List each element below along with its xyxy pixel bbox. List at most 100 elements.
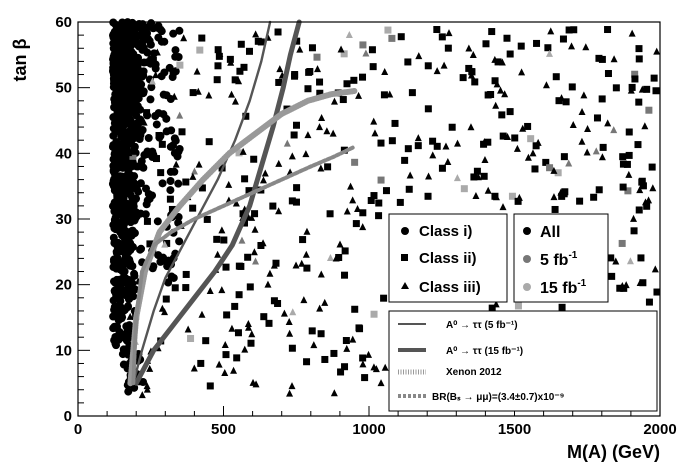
data-point-triangle <box>228 90 236 98</box>
data-point-circle <box>148 264 157 273</box>
legend-curve-xenon-label: Xenon 2012 <box>446 367 502 378</box>
data-point-circle <box>151 111 160 120</box>
data-point-circle <box>112 161 121 170</box>
data-point-square <box>306 68 314 76</box>
legend-class-square-marker <box>401 254 408 261</box>
data-point-square <box>473 167 481 175</box>
data-point-square <box>340 50 348 58</box>
data-point-square <box>342 337 350 345</box>
data-point-triangle <box>568 42 576 50</box>
data-point-triangle <box>343 344 351 352</box>
data-point-circle <box>119 306 128 315</box>
data-point-square <box>401 156 409 164</box>
x-tick-label: 1000 <box>352 421 385 438</box>
data-point-triangle <box>349 196 357 204</box>
data-point-square <box>304 85 312 93</box>
data-point-triangle <box>649 184 657 192</box>
data-point-triangle <box>498 58 506 66</box>
legend-5fb-sup: -1 <box>568 250 577 261</box>
data-point-square <box>506 50 514 58</box>
data-point-triangle <box>492 101 500 109</box>
data-point-triangle <box>300 296 308 304</box>
data-point-triangle <box>627 86 635 94</box>
data-point-circle <box>144 134 153 143</box>
data-point-triangle <box>582 43 590 51</box>
data-point-circle <box>141 184 150 193</box>
data-point-square <box>558 192 566 200</box>
legend-class-triangle-marker <box>401 282 409 289</box>
data-point-triangle <box>250 248 258 256</box>
data-point-triangle <box>550 166 558 174</box>
data-point-triangle <box>481 155 489 163</box>
data-point-square <box>404 58 412 66</box>
data-point-square <box>236 67 244 75</box>
data-point-triangle <box>128 138 136 146</box>
data-point-square <box>129 152 137 160</box>
data-point-triangle <box>190 167 198 175</box>
data-point-circle <box>112 247 121 256</box>
data-point-triangle <box>238 236 246 244</box>
data-point-square <box>593 114 601 122</box>
data-point-circle <box>158 179 167 188</box>
data-point-square <box>326 210 334 218</box>
data-point-triangle <box>129 285 137 293</box>
data-point-triangle <box>190 364 198 372</box>
data-point-circle <box>118 350 127 359</box>
data-point-square <box>484 138 492 146</box>
data-point-triangle <box>285 318 293 326</box>
data-point-square <box>198 34 206 42</box>
data-point-square <box>189 204 197 212</box>
data-point-triangle <box>580 91 588 99</box>
data-point-square <box>380 91 388 99</box>
data-point-triangle <box>433 67 441 75</box>
data-point-square <box>350 76 358 84</box>
data-point-square <box>560 153 568 161</box>
data-point-square <box>576 197 584 205</box>
data-point-triangle <box>370 117 378 125</box>
data-point-square <box>206 382 214 390</box>
data-point-square <box>551 205 559 213</box>
data-point-circle <box>115 146 124 155</box>
data-point-square <box>241 175 249 183</box>
data-point-square <box>222 351 230 359</box>
data-point-triangle <box>625 170 633 178</box>
data-point-triangle <box>337 45 345 53</box>
data-point-circle <box>160 68 169 77</box>
data-point-square <box>317 330 325 338</box>
data-point-square <box>544 44 552 52</box>
data-point-circle <box>141 210 150 219</box>
data-point-triangle <box>636 186 644 194</box>
data-point-triangle <box>583 148 591 156</box>
data-point-triangle <box>491 55 499 63</box>
data-point-square <box>494 58 502 66</box>
data-point-triangle <box>377 379 385 387</box>
data-point-square <box>235 291 243 299</box>
data-point-square <box>517 42 525 50</box>
data-point-circle <box>132 95 141 104</box>
data-point-square <box>330 349 338 357</box>
data-point-triangle <box>429 151 437 159</box>
data-point-circle <box>135 134 144 143</box>
data-point-square <box>235 262 243 270</box>
data-point-square <box>391 119 399 127</box>
data-point-triangle <box>326 253 334 261</box>
data-point-square <box>397 33 405 41</box>
data-point-square <box>384 26 392 34</box>
y-tick-label: 50 <box>55 80 72 97</box>
data-point-square <box>337 368 345 376</box>
data-point-square <box>604 26 612 34</box>
data-point-square <box>650 74 658 82</box>
data-point-circle <box>152 120 161 129</box>
data-point-triangle <box>492 300 500 308</box>
axis-ticks: 0 500 1000 1500 2000 0 10 20 30 40 50 60 <box>55 14 676 438</box>
data-point-triangle <box>359 223 367 231</box>
data-point-square <box>491 192 499 200</box>
data-point-square <box>424 192 432 200</box>
data-point-square <box>635 55 643 63</box>
data-point-square <box>308 327 316 335</box>
data-point-square <box>351 305 359 313</box>
data-point-triangle <box>542 81 550 89</box>
data-point-square <box>288 197 296 205</box>
data-point-square <box>351 158 359 166</box>
data-point-square <box>380 294 388 302</box>
